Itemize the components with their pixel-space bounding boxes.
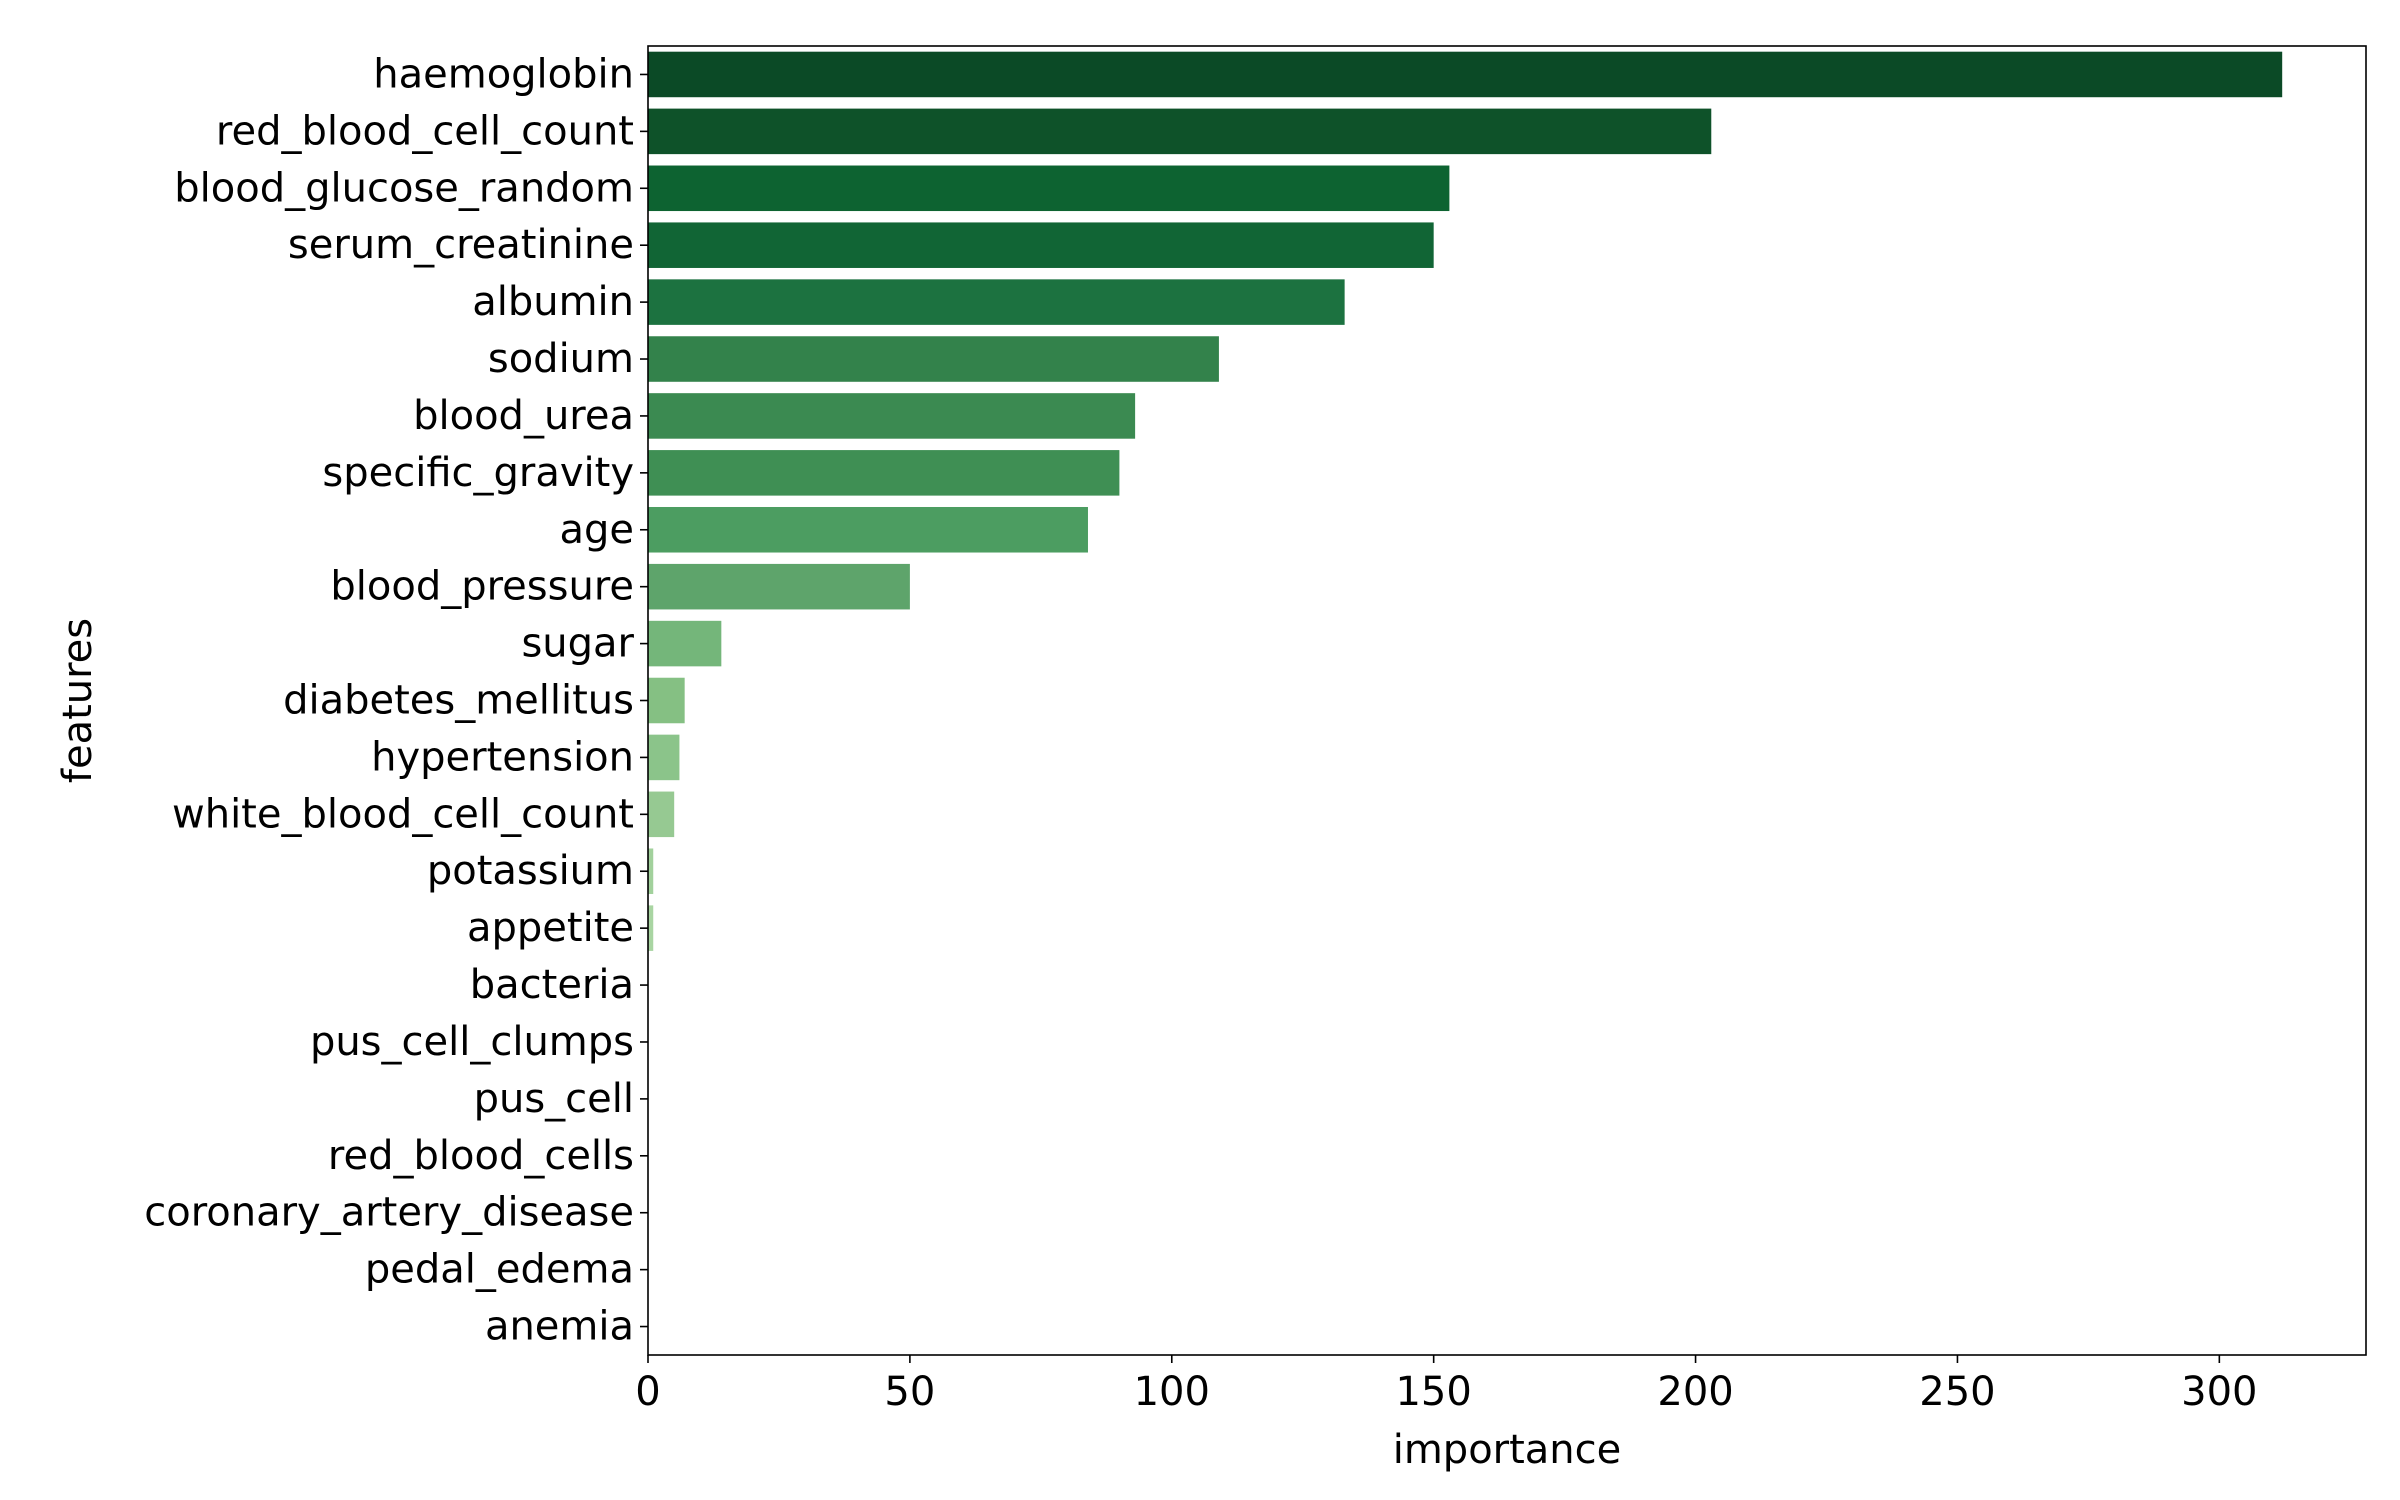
x-tick-label: 50 xyxy=(884,1369,935,1415)
x-tick-label: 100 xyxy=(1134,1369,1210,1415)
y-tick-label: albumin xyxy=(472,279,634,325)
bar-blood-urea xyxy=(648,393,1136,439)
y-tick-labels: haemoglobin red_blood_cell_count blood_glu… xyxy=(144,51,648,1350)
y-tick-label: red_blood_cells xyxy=(328,1133,634,1179)
bars-group xyxy=(648,51,2283,951)
y-tick-label: blood_pressure xyxy=(330,564,634,610)
bar-appetite xyxy=(648,905,654,951)
bar-diabetes-mellitus xyxy=(648,677,685,724)
y-tick-label: anemia xyxy=(485,1304,634,1350)
bar-red-blood-cell-count xyxy=(648,108,1712,155)
y-axis-label: features xyxy=(55,618,101,783)
y-tick-label: bacteria xyxy=(470,962,634,1008)
y-tick-label: age xyxy=(559,507,634,553)
bar-specific-gravity xyxy=(648,450,1120,496)
y-tick-label: pus_cell_clumps xyxy=(310,1019,634,1065)
y-tick-label: pedal_edema xyxy=(365,1247,634,1293)
x-tick-label: 250 xyxy=(1919,1369,1995,1415)
y-tick-label: white_blood_cell_count xyxy=(172,791,634,837)
bar-blood-glucose-random xyxy=(648,165,1450,212)
bar-age xyxy=(648,506,1088,553)
bar-white-blood-cell-count xyxy=(648,791,675,838)
y-tick-label: hypertension xyxy=(371,734,634,780)
y-tick-label: serum_creatinine xyxy=(288,222,634,268)
y-tick-label: appetite xyxy=(467,905,634,951)
y-tick-label: haemoglobin xyxy=(373,51,634,97)
x-tick-label: 0 xyxy=(635,1369,660,1415)
y-tick-label: blood_urea xyxy=(413,393,634,439)
y-tick-label: sodium xyxy=(488,336,634,382)
bar-sugar xyxy=(648,620,722,667)
x-tick-label: 200 xyxy=(1657,1369,1733,1415)
bar-haemoglobin xyxy=(648,51,2283,98)
x-axis-label: importance xyxy=(1393,1427,1622,1473)
x-ticks: 0 50 100 150 200 250 300 xyxy=(635,1355,2258,1415)
y-tick-label: sugar xyxy=(521,621,634,667)
x-tick-label: 150 xyxy=(1395,1369,1471,1415)
x-tick-label: 300 xyxy=(2181,1369,2257,1415)
bar-sodium xyxy=(648,336,1219,382)
bar-serum-creatinine xyxy=(648,222,1434,268)
bar-blood-pressure xyxy=(648,563,910,610)
y-tick-label: coronary_artery_disease xyxy=(144,1190,634,1236)
y-tick-label: red_blood_cell_count xyxy=(216,108,634,154)
y-tick-label: potassium xyxy=(427,848,634,894)
plot-area-frame xyxy=(647,45,2367,1356)
y-tick-label: pus_cell xyxy=(474,1076,634,1122)
y-tick-label: blood_glucose_random xyxy=(174,165,634,211)
bar-hypertension xyxy=(648,734,680,781)
y-tick-label: specific_gravity xyxy=(322,450,634,496)
bar-albumin xyxy=(648,279,1345,325)
y-tick-label: diabetes_mellitus xyxy=(283,678,634,724)
bar-potassium xyxy=(648,848,654,895)
